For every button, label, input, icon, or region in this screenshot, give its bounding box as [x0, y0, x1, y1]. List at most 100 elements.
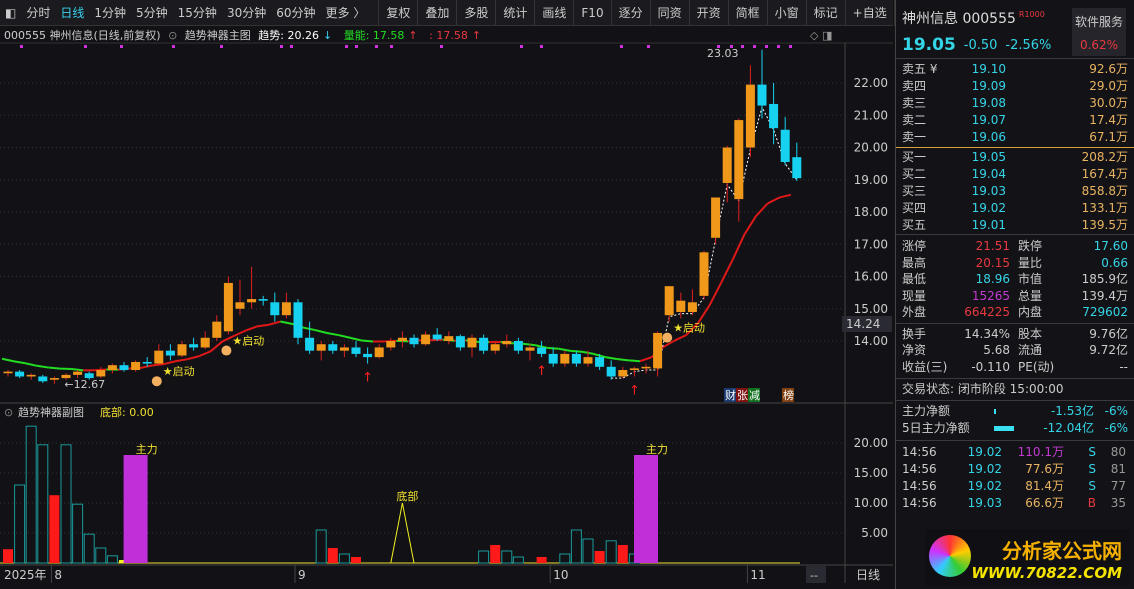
- industry-box[interactable]: 软件服务 0.62%: [1072, 8, 1126, 56]
- candle-body: [363, 353, 373, 358]
- sub-tick: 15.00: [854, 466, 888, 480]
- candle-body: [479, 337, 489, 351]
- bid-row: 买四 19.02 133.1万: [896, 200, 1134, 217]
- ma-line-segment: [245, 325, 258, 332]
- signal-dot: [355, 45, 358, 48]
- quote-name-code: 神州信息 000555: [902, 11, 1016, 27]
- level-volume: 858.8万: [1081, 184, 1128, 198]
- tick-list[interactable]: 14:56 19.02 110.1万 S 80 14:56 19.02 77.6万 S 81 14:…: [896, 440, 1134, 512]
- candle-body: [49, 378, 59, 380]
- candle-body: [212, 321, 222, 338]
- candle-body: [351, 347, 361, 354]
- panel-toggle-icon[interactable]: ◨: [821, 29, 833, 42]
- sub-toggle-icon[interactable]: ⊙: [4, 406, 13, 419]
- level-price: 19.07: [971, 113, 1006, 127]
- tick-row: 14:56 19.02 81.4万 S 77: [896, 478, 1134, 495]
- period-tab[interactable]: 分时: [26, 6, 51, 20]
- toolbar-button[interactable]: 叠加: [417, 0, 456, 26]
- date-label: 2025年: [4, 568, 47, 582]
- toolbar-button[interactable]: 画线: [534, 0, 573, 26]
- event-badge[interactable]: [736, 388, 748, 402]
- period-tab[interactable]: 5分钟: [136, 6, 168, 20]
- stat-value: --: [1119, 359, 1128, 374]
- main-indicator-name[interactable]: 趋势神器主图: [184, 29, 251, 42]
- price-tick: 20.00: [854, 141, 888, 155]
- level-volume: 30.0万: [1089, 96, 1128, 110]
- tick-field: S: [1088, 479, 1096, 493]
- stat-value: 5.68: [983, 343, 1010, 357]
- period-tab[interactable]: 更多 〉: [325, 6, 366, 20]
- ma-line-segment: [13, 360, 26, 365]
- period-tab[interactable]: 1分钟: [94, 6, 127, 20]
- period-label[interactable]: 日线: [856, 568, 880, 582]
- event-badge[interactable]: [782, 388, 794, 402]
- toolbar-button[interactable]: 小窗: [766, 0, 806, 26]
- event-badge[interactable]: [748, 388, 760, 402]
- candle-body: [641, 366, 651, 369]
- candle-body: [444, 336, 454, 341]
- kline-chart[interactable]: 22.00 21.00 20.00 19.00 18.00 17.00 16.00 15.00…: [0, 0, 895, 589]
- stat-label: 市值: [1018, 272, 1043, 286]
- period-tab[interactable]: 15分钟: [177, 6, 217, 20]
- candle-body: [687, 302, 697, 312]
- period-tab[interactable]: 30分钟: [226, 6, 267, 20]
- toolbar-button[interactable]: 简框: [727, 0, 767, 26]
- candle-body: [745, 84, 755, 148]
- price-tick: 17.00: [854, 237, 888, 251]
- tick-field: 19.02: [967, 479, 1002, 493]
- toolbar-button[interactable]: 统计: [495, 0, 534, 26]
- toolbar-button[interactable]: 标记: [805, 0, 845, 26]
- ma-line-segment: [628, 359, 641, 363]
- candle-body: [711, 197, 721, 238]
- toolbar-button[interactable]: 同资: [649, 0, 689, 26]
- pct-change: -2.56%: [1005, 37, 1052, 53]
- signal-dot: [290, 45, 293, 48]
- ma-line-segment: [674, 334, 687, 342]
- toolbar-button[interactable]: +自选: [844, 0, 894, 26]
- ma-line-segment: [720, 259, 734, 284]
- last-price-tag: [842, 316, 892, 332]
- sidebar-toggle-icon[interactable]: ◧: [5, 5, 17, 20]
- indicator-toggle-icon[interactable]: ⊙: [168, 29, 178, 42]
- period-tab[interactable]: 60分钟: [276, 6, 316, 20]
- sub-bar: [490, 545, 501, 563]
- price-tick: 14.00: [854, 334, 888, 348]
- candle-body: [502, 341, 512, 345]
- candle-body: [374, 347, 384, 358]
- candle-body: [525, 347, 535, 351]
- ma-line-segment: [778, 193, 792, 199]
- level-volume: 139.5万: [1081, 218, 1128, 232]
- sub-indicator-name[interactable]: 趋势神器副图: [18, 405, 84, 419]
- candle-body: [3, 371, 13, 374]
- candle-body: [26, 374, 36, 377]
- tick-field: B: [1087, 496, 1096, 510]
- signal-dot: [120, 45, 123, 48]
- toolbar-button[interactable]: 开资: [688, 0, 728, 26]
- signal-dot: [20, 45, 23, 48]
- date-label: 8: [54, 568, 62, 582]
- stat-label: 内盘: [1018, 305, 1043, 319]
- ma-line-segment: [1, 357, 14, 363]
- price-tick: 15.00: [854, 302, 888, 316]
- toolbar-button[interactable]: F10: [573, 0, 610, 26]
- toolbar-button[interactable]: 复权: [378, 0, 417, 26]
- ma-line-segment: [361, 339, 374, 343]
- main-force-bar: [123, 455, 148, 563]
- ma-line-segment: [198, 350, 212, 358]
- period-tab[interactable]: 日线: [60, 6, 85, 20]
- date-label: 9: [298, 568, 306, 582]
- candle-body: [537, 347, 547, 354]
- event-badge-text: 榜: [783, 388, 794, 402]
- level-price: 19.10: [971, 62, 1006, 76]
- stat-label: 涨停: [902, 239, 927, 253]
- bid-row: 买五 19.01 139.5万: [896, 217, 1134, 234]
- level-label: 买五: [902, 218, 927, 232]
- toolbar-button[interactable]: 多股: [456, 0, 495, 26]
- candle-body: [653, 332, 663, 369]
- x-end-label: --: [810, 569, 818, 582]
- toolbar-button[interactable]: 逐分: [610, 0, 650, 26]
- stat-row: 收益(三) -0.110 PE(动) --: [896, 359, 1134, 376]
- event-badge[interactable]: [724, 388, 736, 402]
- diamond-icon[interactable]: ◇: [810, 29, 819, 42]
- stat-label: 最高: [902, 255, 927, 270]
